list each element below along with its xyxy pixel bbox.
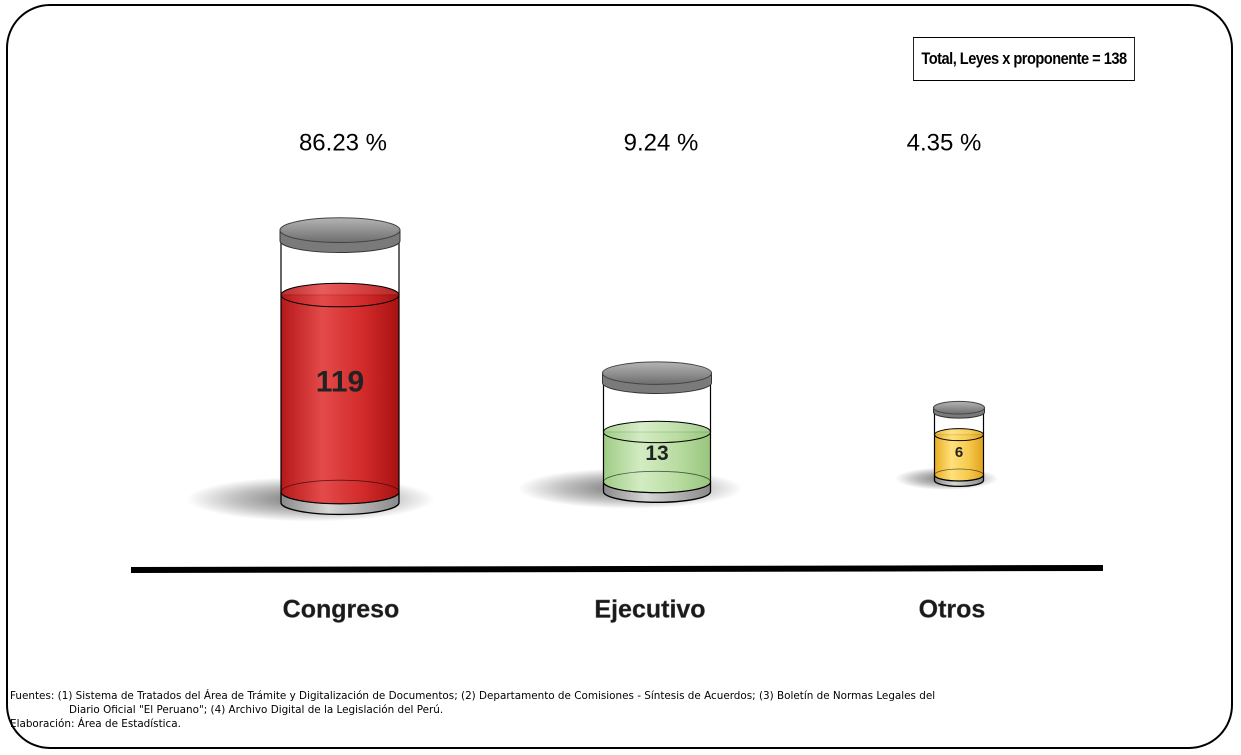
cylinder-lid (279, 217, 401, 243)
percentage-label-congreso: 86.23 % (299, 129, 387, 156)
value-label-otros: 6 (955, 444, 963, 461)
cylinder-lid (933, 400, 985, 415)
elaboration-line: Elaboración: Área de Estadística. (10, 718, 181, 730)
cylinder-congreso (186, 217, 435, 522)
liquid-surface (603, 420, 711, 444)
cylinder-lid (602, 361, 712, 385)
total-label-box: Total, Leyes x proponente = 138 (913, 37, 1135, 81)
total-label: Total, Leyes x proponente = 138 (921, 49, 1127, 68)
cylinder-ejecutivo (517, 361, 743, 509)
category-label-congreso: Congreso (283, 596, 400, 624)
category-label-otros: Otros (919, 596, 986, 624)
category-label-ejecutivo: Ejecutivo (594, 596, 705, 624)
liquid-bottom (934, 468, 984, 482)
liquid-bottom (603, 470, 711, 494)
cylinder-otros (895, 400, 999, 490)
value-label-congreso: 119 (316, 366, 364, 399)
percentage-label-otros: 4.35 % (907, 129, 982, 156)
liquid-surface (934, 428, 984, 442)
liquid-surface (280, 282, 400, 308)
x-axis-line (130, 565, 1104, 573)
value-label-ejecutivo: 13 (645, 442, 668, 465)
percentage-label-ejecutivo: 9.24 % (624, 129, 699, 156)
sources-line-1: Fuentes: (1) Sistema de Tratados del Áre… (10, 690, 936, 702)
sources-line-2: Diario Oficial "El Peruano"; (4) Archivo… (69, 704, 444, 716)
bar-congreso (280, 294, 400, 505)
chart-frame (6, 4, 1233, 749)
liquid-bottom (280, 479, 400, 505)
source-note: Fuentes: (1) Sistema de Tratados del Áre… (10, 689, 1225, 731)
